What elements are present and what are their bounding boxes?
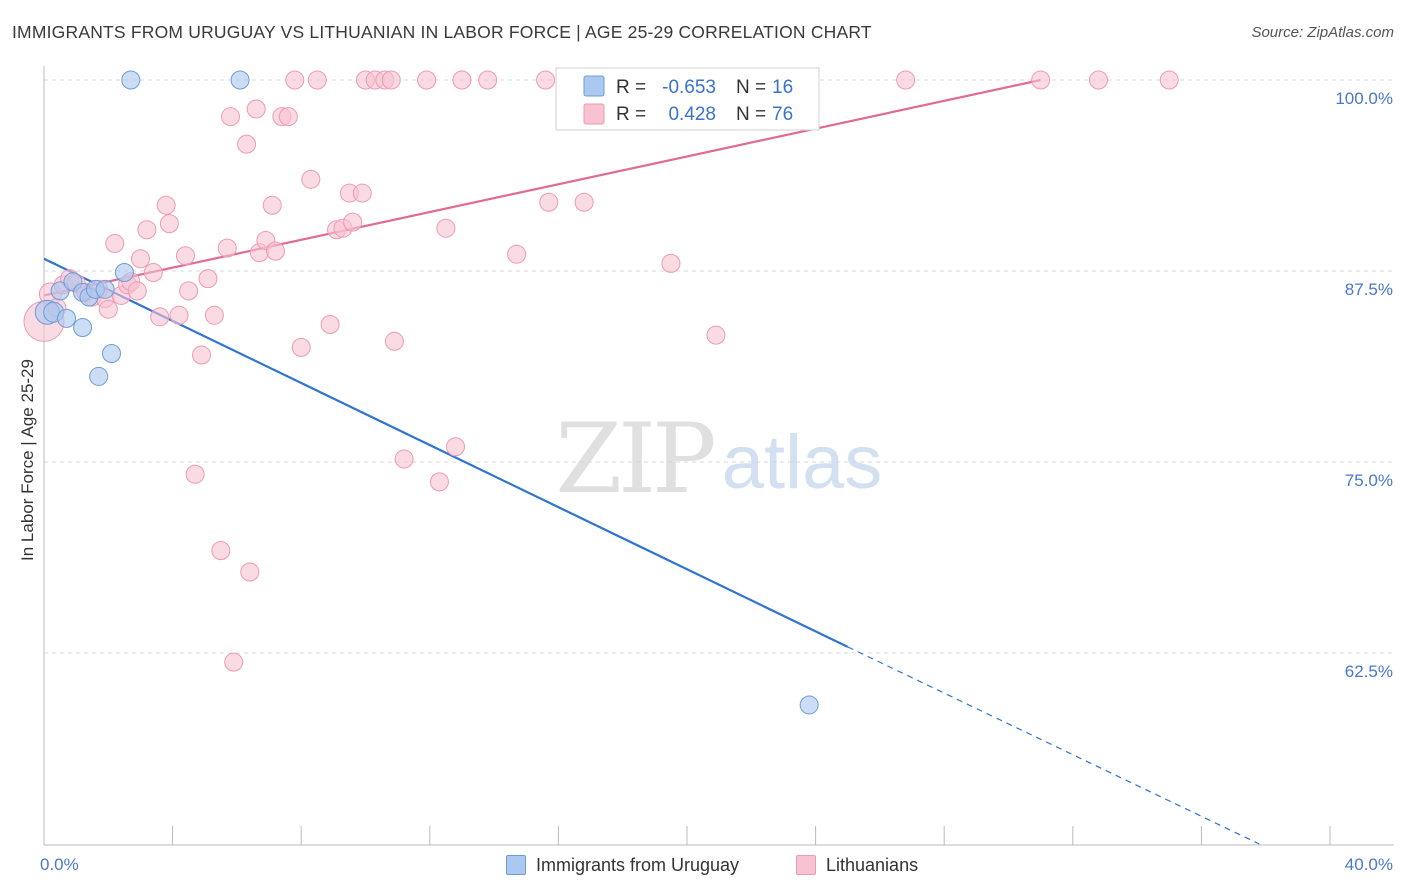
legend-n-value-uruguay: 16 [772, 77, 793, 98]
data-point-lithuanians [220, 107, 240, 127]
data-point-lithuanians [436, 218, 456, 238]
data-points [23, 70, 1179, 715]
x-tick-labels: 0.0% 40.0% [40, 855, 1393, 874]
data-point-uruguay [95, 279, 115, 299]
data-point-uruguay [73, 318, 93, 338]
data-point-lithuanians [352, 183, 372, 203]
legend-swatch-lithuanians [796, 855, 816, 875]
data-point-lithuanians [1031, 70, 1051, 90]
stats-legend: R = -0.653 N = 16 R = 0.428 N = 76 [555, 67, 820, 131]
data-point-lithuanians [224, 652, 244, 672]
data-point-lithuanians [137, 220, 157, 240]
data-point-lithuanians [217, 238, 237, 258]
data-point-lithuanians [384, 331, 404, 351]
watermark-atlas: atlas [722, 420, 883, 505]
data-point-uruguay [114, 263, 134, 283]
chart-title: IMMIGRANTS FROM URUGUAY VS LITHUANIAN IN… [12, 22, 872, 42]
legend-n-label-uruguay: N = [736, 77, 766, 98]
data-point-lithuanians [246, 99, 266, 119]
y-tick-labels: 100.0% 87.5% 75.0% 62.5% [1335, 89, 1393, 681]
data-point-lithuanians [98, 299, 118, 319]
data-point-lithuanians [211, 541, 231, 561]
data-point-lithuanians [307, 70, 327, 90]
data-point-lithuanians [446, 437, 466, 457]
x-tick-label: 40.0% [1345, 855, 1393, 874]
data-point-uruguay [230, 70, 250, 90]
trend-line-extension-uruguay [847, 646, 1260, 845]
data-point-lithuanians [169, 305, 189, 325]
data-point-lithuanians [320, 314, 340, 334]
data-point-lithuanians [179, 281, 199, 301]
data-point-uruguay [57, 308, 77, 328]
data-point-lithuanians [265, 241, 285, 261]
axes [43, 66, 1394, 846]
data-point-uruguay [89, 366, 109, 386]
legend-label-uruguay: Immigrants from Uruguay [536, 854, 740, 875]
legend-swatch-lithuanians [583, 103, 605, 125]
y-tick-label: 62.5% [1345, 662, 1393, 681]
legend-r-label-lithuanians: R = [616, 104, 646, 125]
data-point-lithuanians [1159, 70, 1179, 90]
data-point-lithuanians [262, 195, 282, 215]
data-point-lithuanians [343, 212, 363, 232]
legend-item-uruguay: Immigrants from Uruguay [506, 852, 739, 878]
series-legend: Immigrants from Uruguay Lithuanians [0, 852, 1406, 878]
y-tick-label: 100.0% [1335, 89, 1393, 108]
legend-n-value-lithuanians: 76 [772, 104, 793, 125]
legend-item-lithuanians: Lithuanians [796, 852, 918, 878]
data-point-lithuanians [285, 70, 305, 90]
legend-r-label-uruguay: R = [616, 77, 646, 98]
data-point-lithuanians [661, 253, 681, 273]
data-point-lithuanians [452, 70, 472, 90]
data-point-uruguay [799, 695, 819, 715]
data-point-lithuanians [536, 70, 556, 90]
watermark-zip: ZIP [555, 403, 714, 515]
data-point-lithuanians [507, 244, 527, 264]
legend-label-lithuanians: Lithuanians [826, 854, 919, 875]
data-point-lithuanians [192, 345, 212, 365]
data-point-lithuanians [130, 249, 150, 269]
data-point-lithuanians [381, 70, 401, 90]
y-tick-label: 75.0% [1345, 471, 1393, 490]
legend-n-label-lithuanians: N = [736, 104, 766, 125]
data-point-lithuanians [150, 307, 170, 327]
data-point-lithuanians [301, 169, 321, 189]
y-tick-label: 87.5% [1345, 280, 1393, 299]
data-point-lithuanians [105, 233, 125, 253]
data-point-uruguay [50, 281, 70, 301]
data-point-lithuanians [143, 263, 163, 283]
legend-r-value-lithuanians: 0.428 [668, 104, 716, 125]
data-point-lithuanians [204, 305, 224, 325]
data-point-lithuanians [291, 337, 311, 357]
data-point-lithuanians [156, 195, 176, 215]
data-point-lithuanians [127, 281, 147, 301]
data-point-uruguay [102, 344, 122, 364]
data-point-lithuanians [417, 70, 437, 90]
data-point-uruguay [121, 70, 141, 90]
data-point-lithuanians [429, 472, 449, 492]
data-point-lithuanians [478, 70, 498, 90]
legend-swatch-uruguay [506, 855, 526, 875]
legend-r-value-uruguay: -0.653 [662, 77, 716, 98]
data-point-lithuanians [1089, 70, 1109, 90]
data-point-lithuanians [394, 449, 414, 469]
data-point-lithuanians [198, 269, 218, 289]
data-point-lithuanians [539, 192, 559, 212]
data-point-lithuanians [896, 70, 916, 90]
data-point-lithuanians [175, 246, 195, 266]
watermark: ZIP atlas [555, 403, 882, 515]
data-point-lithuanians [278, 107, 298, 127]
data-point-lithuanians [706, 325, 726, 345]
x-tick-label: 0.0% [40, 855, 79, 874]
data-point-lithuanians [159, 214, 179, 234]
source-credit: Source: ZipAtlas.com [1251, 24, 1394, 41]
legend-swatch-uruguay [583, 75, 605, 97]
data-point-lithuanians [574, 192, 594, 212]
data-point-lithuanians [237, 134, 257, 154]
trend-line-lithuanians [43, 78, 1041, 297]
data-point-lithuanians [185, 464, 205, 484]
data-point-lithuanians [240, 562, 260, 582]
